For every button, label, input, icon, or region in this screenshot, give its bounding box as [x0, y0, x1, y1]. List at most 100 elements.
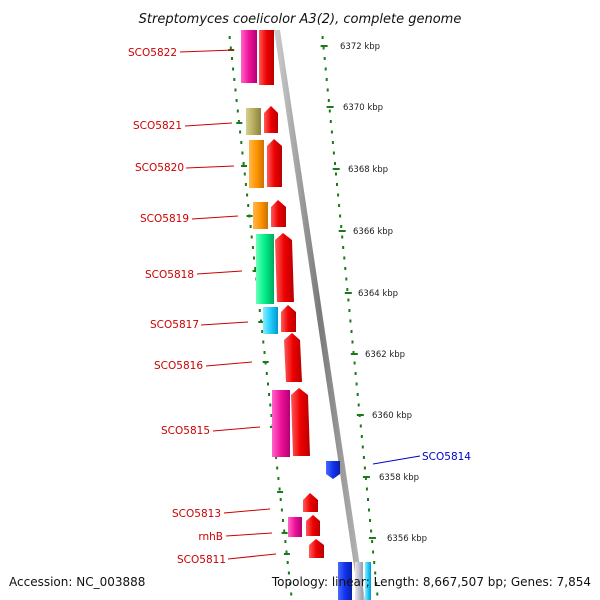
left-track-dot — [283, 529, 286, 533]
right-track-dot — [363, 466, 366, 470]
ruler-label-6372: 6372 kbp — [340, 42, 380, 52]
left-track-dot — [229, 46, 232, 50]
gene-block-bottom-cyan[interactable] — [365, 562, 371, 600]
right-track-dot — [351, 340, 354, 344]
gene-arrow-sco5815[interactable] — [291, 388, 310, 456]
left-track-tick — [241, 165, 247, 167]
left-track-dot — [286, 561, 289, 564]
gene-arrow-sco5821[interactable] — [264, 106, 278, 133]
left-track-dot — [263, 351, 266, 354]
gene-block-sco5820-left[interactable] — [249, 140, 264, 188]
gene-label-sco5813[interactable]: SCO5813 — [172, 508, 221, 520]
ruler-major-tick — [356, 414, 364, 416]
right-track-dot — [376, 592, 379, 596]
gene-block-sco5821-left[interactable] — [246, 108, 261, 135]
left-track-dot — [249, 225, 252, 228]
gene-block-sco5822-left[interactable] — [241, 30, 257, 83]
gene-features — [241, 30, 371, 600]
right-track-dot — [341, 235, 344, 239]
left-track-dot — [232, 67, 235, 71]
left-track-dot — [236, 109, 239, 113]
gene-block-bottom-blue[interactable] — [338, 562, 352, 600]
left-track-dot — [243, 172, 246, 176]
right-track-dot — [332, 151, 335, 155]
left-track-dot — [285, 550, 288, 554]
gene-label-sco5817[interactable]: SCO5817 — [150, 319, 199, 331]
right-track-dot — [340, 225, 343, 228]
right-track-dot — [322, 46, 325, 50]
gene-label-sco5815[interactable]: SCO5815 — [161, 425, 210, 437]
left-track-dot — [234, 88, 237, 92]
gene-arrow-rnhb[interactable] — [306, 515, 320, 536]
ruler-label-6370: 6370 kbp — [343, 103, 383, 113]
ruler-major-tick — [344, 292, 352, 294]
left-track-dot — [250, 235, 253, 239]
left-track-dot — [284, 540, 287, 543]
gene-label-rnhb[interactable]: rnhB — [198, 531, 223, 543]
right-track-dot — [321, 36, 324, 39]
right-track-dot — [364, 477, 367, 480]
gene-block-rnhb-left[interactable] — [288, 517, 302, 537]
gene-block-sco5822-right[interactable] — [259, 30, 274, 85]
gene-block-sco5819-left[interactable] — [253, 202, 268, 229]
right-track-dot — [359, 424, 362, 428]
right-track-dot — [335, 172, 337, 176]
right-track-dot — [362, 456, 365, 459]
left-track-dot — [254, 267, 257, 270]
gene-label-sco5816[interactable]: SCO5816 — [154, 360, 203, 372]
left-track-dot — [240, 141, 243, 144]
right-track-dot — [345, 277, 348, 281]
gene-arrow-sco5814[interactable] — [326, 461, 340, 479]
ruler-label-6364: 6364 kbp — [358, 289, 398, 299]
right-track-dot — [346, 288, 349, 291]
gene-block-bottom-grey[interactable] — [355, 562, 363, 600]
chromosome-backbone — [259, 30, 365, 600]
gene-block-sco5817-left[interactable] — [263, 307, 278, 334]
gene-arrow-sco5816[interactable] — [284, 333, 302, 382]
left-track-dot — [241, 151, 244, 155]
gene-label-sco5811[interactable]: SCO5811 — [177, 554, 226, 566]
right-track-dot — [334, 162, 336, 165]
gene-arrow-sco5818[interactable] — [275, 233, 294, 302]
left-track-dot — [279, 498, 282, 501]
gene-label-sco5818[interactable]: SCO5818 — [145, 269, 194, 281]
gene-labels: SCO5822 SCO5821 SCO5820 SCO5819 SCO5818 … — [128, 47, 471, 566]
gene-label-sco5814[interactable]: SCO5814 — [422, 451, 471, 463]
gene-label-sco5820[interactable]: SCO5820 — [135, 162, 184, 174]
gene-label-sco5821[interactable]: SCO5821 — [133, 120, 182, 132]
ruler-label-6362: 6362 kbp — [365, 350, 405, 360]
gene-arrow-sco5820[interactable] — [267, 139, 282, 187]
right-track-dot — [344, 267, 347, 270]
left-track-dot — [237, 120, 240, 123]
right-track-dot — [336, 183, 338, 186]
left-track-dot — [253, 256, 255, 260]
right-track-dot — [352, 351, 355, 354]
gene-block-sco5818-left[interactable] — [256, 234, 274, 304]
gene-label-sco5819[interactable]: SCO5819 — [140, 213, 189, 225]
right-track-dot — [357, 403, 360, 407]
gene-arrow-sco5813[interactable] — [303, 493, 318, 512]
gene-block-sco5815-left[interactable] — [272, 390, 290, 457]
right-track-dot — [374, 571, 377, 575]
left-track-dot — [246, 193, 249, 197]
ruler-major-tick — [338, 230, 346, 232]
ruler-label-6358: 6358 kbp — [379, 473, 419, 483]
right-track-dot — [375, 582, 378, 585]
ruler-major-tick — [326, 106, 334, 108]
right-track-dot — [361, 445, 364, 449]
left-track-dot — [270, 414, 273, 417]
right-track-dot — [350, 330, 353, 333]
gene-arrow-sco5819[interactable] — [271, 200, 286, 227]
left-track-tick — [277, 491, 284, 493]
gene-label-sco5822[interactable]: SCO5822 — [128, 47, 177, 59]
dotted-tracks — [228, 36, 379, 596]
right-track-dot — [326, 88, 329, 92]
right-track-dot — [353, 361, 356, 365]
gene-arrow-sco5817[interactable] — [281, 305, 296, 332]
left-track-dot — [261, 330, 264, 333]
right-track-dot — [343, 256, 346, 260]
right-track-dot — [373, 561, 376, 564]
right-track-dot — [365, 487, 368, 491]
gene-arrow-sco5811[interactable] — [309, 539, 324, 558]
